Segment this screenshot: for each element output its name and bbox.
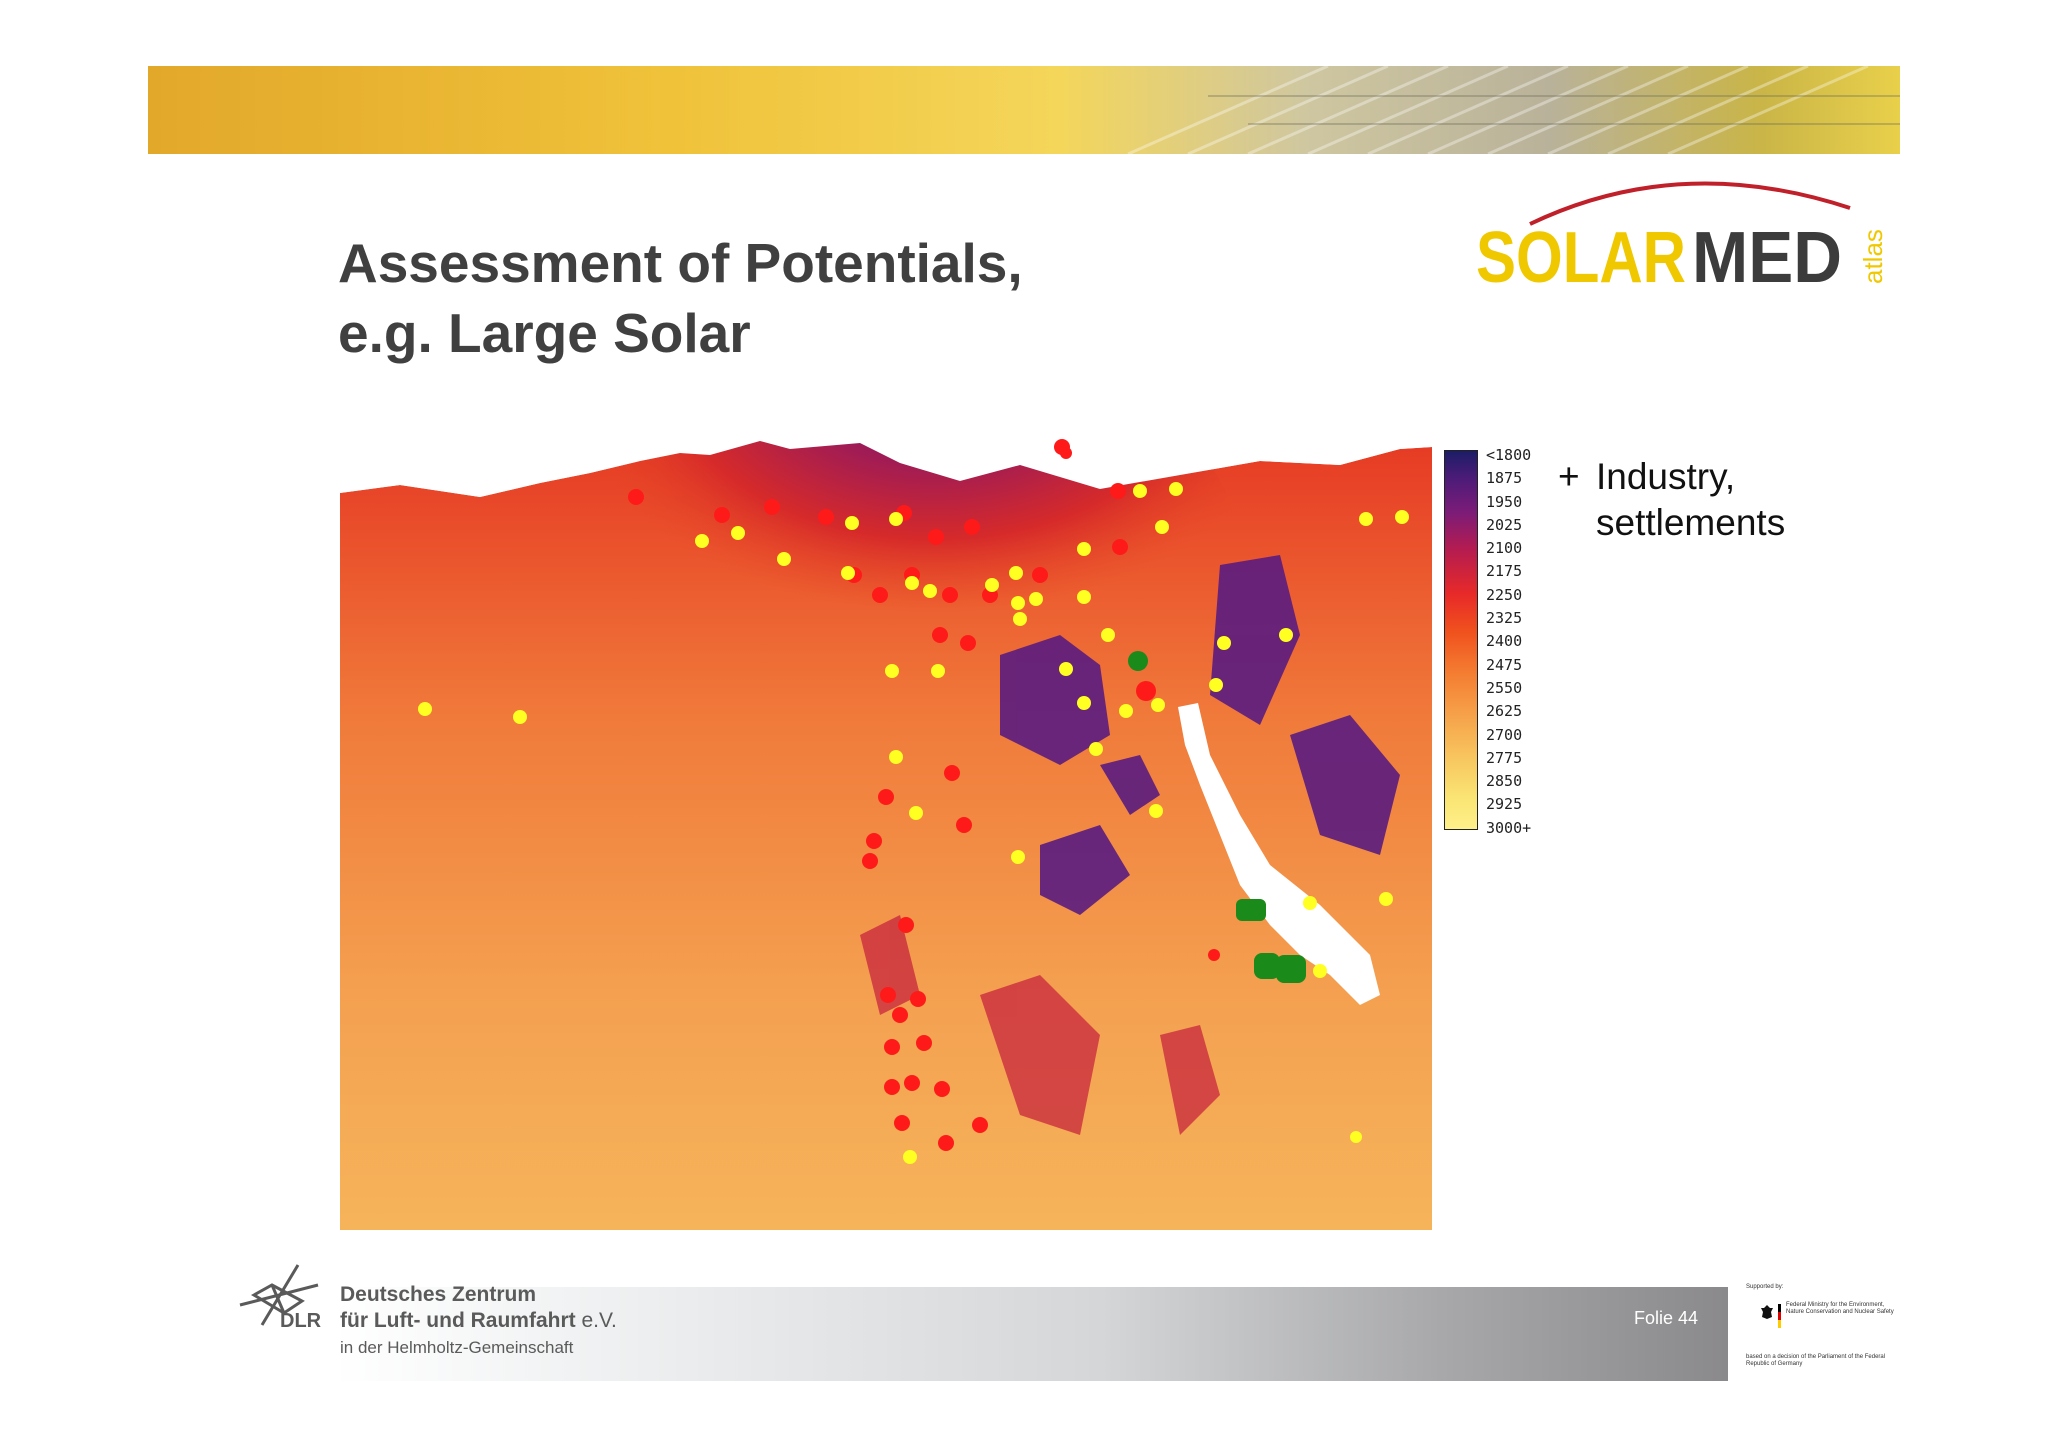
ministry-name: Federal Ministry for the Environment, Na…	[1786, 1302, 1894, 1315]
map-green-sites	[1128, 651, 1306, 983]
org-line3: in der Helmholtz-Gemeinschaft	[340, 1338, 574, 1357]
dlr-abbreviation: DLR	[280, 1310, 322, 1332]
legend-color-scale	[1444, 450, 1478, 830]
legend-labels: <1800 1875 1950 2025 2100 2175 2250 2325…	[1486, 444, 1566, 840]
legend-label: 2625	[1486, 702, 1523, 721]
legend-label: 2250	[1486, 585, 1523, 604]
note-line1: Industry,	[1596, 456, 1736, 497]
legend-label: 2325	[1486, 609, 1523, 628]
legend-label: 2925	[1486, 795, 1523, 814]
map-yellow-sites	[418, 482, 1409, 1164]
dlr-logo-icon	[239, 1264, 319, 1326]
parliament-basis: based on a decision of the Parliament of…	[1746, 1354, 1886, 1367]
legend-label: 2100	[1486, 539, 1523, 558]
side-note: + Industry, settlements	[1558, 454, 1785, 546]
legend-label: 2400	[1486, 632, 1523, 651]
map-sea	[340, 435, 1432, 497]
logo-text-solar: SOLAR	[1476, 218, 1686, 292]
header-banner	[148, 66, 1900, 154]
org-line2: für Luft- und Raumfahrt e.V.	[340, 1308, 617, 1334]
footer-bar	[334, 1287, 1728, 1381]
map-purple-patches	[1000, 555, 1400, 915]
legend-label: 1950	[1486, 492, 1523, 511]
org-line2-text: für Luft- und Raumfahrt	[340, 1309, 576, 1332]
map-red-sea	[1178, 703, 1380, 1005]
supported-by-label: Supported by:	[1746, 1284, 1784, 1290]
slide-title: Assessment of Potentials, e.g. Large Sol…	[338, 228, 1238, 368]
solar-potential-map	[340, 435, 1432, 1230]
org-line1: Deutsches Zentrum	[340, 1283, 537, 1306]
legend-label: 1875	[1486, 469, 1523, 488]
legend-label: <1800	[1486, 446, 1532, 464]
logo-text-med: MED	[1692, 218, 1842, 292]
legend-label: 2025	[1486, 515, 1523, 534]
legend-label: 2550	[1486, 678, 1523, 697]
org-ev: e.V.	[575, 1309, 617, 1332]
page-number: Folie 44	[1634, 1308, 1699, 1328]
legend-label: 2475	[1486, 655, 1523, 674]
note-bullet: +	[1558, 456, 1580, 497]
legend-label: 2850	[1486, 772, 1523, 791]
federal-eagle-icon	[1761, 1305, 1773, 1319]
note-line2: settlements	[1596, 502, 1786, 543]
legend-label: 2700	[1486, 725, 1523, 744]
legend-label: 2775	[1486, 748, 1523, 767]
legend-label: 2175	[1486, 562, 1523, 581]
slide-title-line1: Assessment of Potentials,	[338, 232, 1023, 294]
solarmed-logo: SOLAR MED atlas	[1476, 181, 1888, 292]
banner-solar-field-image	[1127, 66, 1900, 154]
slide-title-line2: e.g. Large Solar	[338, 302, 751, 364]
legend-label: 3000+	[1486, 818, 1532, 837]
map-red-patches	[860, 915, 1220, 1135]
logo-text-atlas: atlas	[1858, 229, 1888, 284]
german-flag-icon	[1778, 1304, 1781, 1328]
dlr-organization: Deutsches Zentrum für Luft- und Raumfahr…	[340, 1282, 617, 1362]
logo-arc	[1529, 181, 1851, 226]
